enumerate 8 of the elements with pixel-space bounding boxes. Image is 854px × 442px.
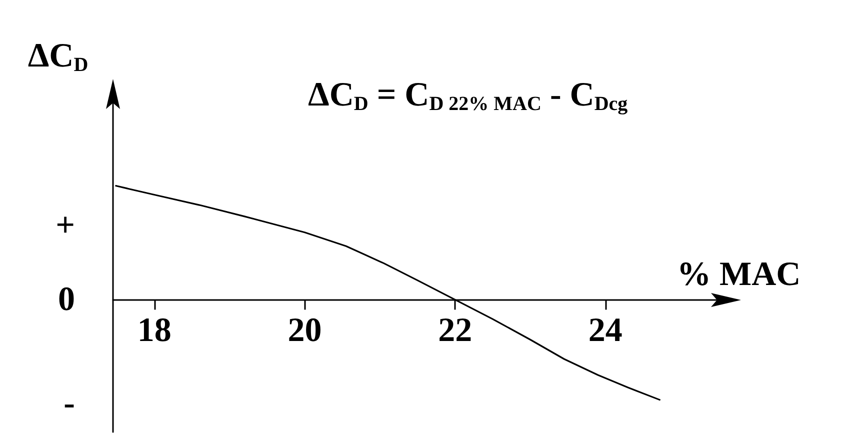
text: 0 — [58, 281, 75, 318]
text: - — [64, 384, 75, 422]
x-tick-label: 24 — [588, 312, 622, 350]
x-tick-label: 20 — [288, 312, 322, 350]
x-tick-label: 22 — [438, 312, 472, 350]
text: + — [56, 207, 75, 244]
x-axis-title: % MAC — [677, 256, 801, 294]
x-tick-label: 18 — [137, 312, 172, 350]
